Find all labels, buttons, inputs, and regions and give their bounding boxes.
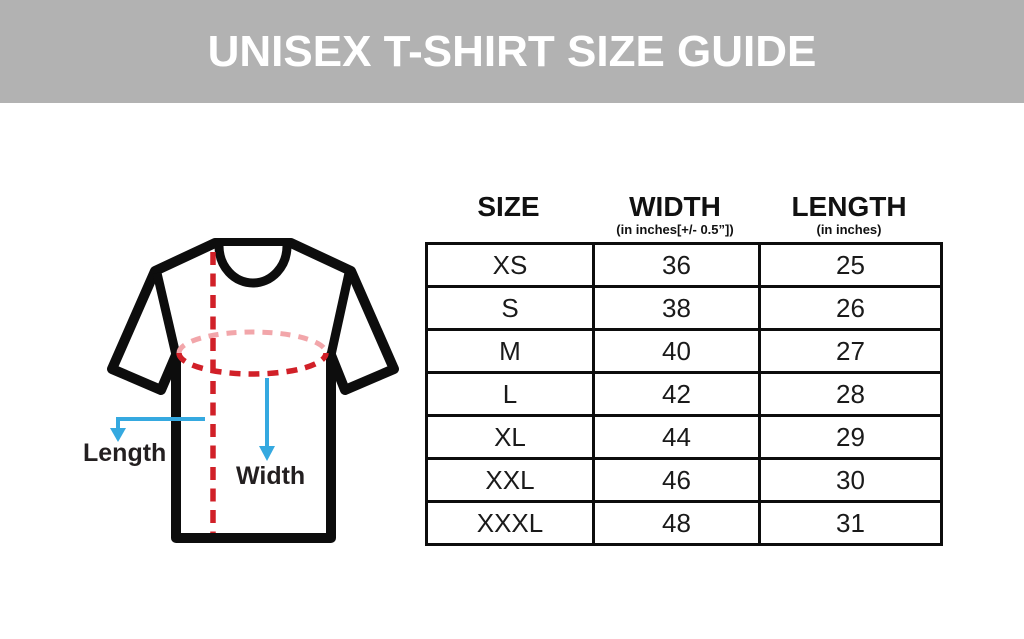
width-label: Width (236, 462, 305, 490)
table-cell-width: 48 (592, 500, 761, 546)
table-cell-length: 31 (758, 500, 943, 546)
column-header-size: SIZE (477, 191, 540, 222)
table-cell-width: 38 (592, 285, 761, 331)
table-cell-width: 46 (592, 457, 761, 503)
column-header-length: LENGTH (in inches) (791, 191, 907, 238)
table-cell-length: 25 (758, 242, 943, 288)
table-cell-width: 44 (592, 414, 761, 460)
table-cell-size: M (425, 328, 595, 374)
chest-ellipse-front (176, 352, 329, 377)
table-cell-length: 30 (758, 457, 943, 503)
size-table: XS 36 25 S 38 26 M 40 27 L 42 28 XL 44 2… (425, 242, 943, 546)
table-cell-width: 40 (592, 328, 761, 374)
table-row: XXL 46 30 (425, 457, 943, 503)
table-cell-width: 42 (592, 371, 761, 417)
page-title: UNISEX T-SHIRT SIZE GUIDE (207, 26, 817, 76)
table-cell-size: XL (425, 414, 595, 460)
table-cell-length: 26 (758, 285, 943, 331)
table-cell-size: XXL (425, 457, 595, 503)
table-cell-size: XXXL (425, 500, 595, 546)
column-header-width: WIDTH (in inches[+/- 0.5”]) (616, 191, 734, 238)
table-row: XL 44 29 (425, 414, 943, 460)
title-banner: UNISEX T-SHIRT SIZE GUIDE (0, 0, 1024, 103)
left-armhole-seam (152, 271, 181, 357)
table-cell-length: 27 (758, 328, 943, 374)
collar-icon (214, 245, 292, 288)
table-row: M 40 27 (425, 328, 943, 374)
table-row: S 38 26 (425, 285, 943, 331)
length-arrow-shaft (116, 417, 205, 430)
table-cell-size: L (425, 371, 595, 417)
length-label: Length (83, 439, 166, 467)
table-cell-length: 29 (758, 414, 943, 460)
table-row: XXXL 48 31 (425, 500, 943, 546)
table-cell-length: 28 (758, 371, 943, 417)
right-armhole-seam (326, 272, 354, 356)
size-table-header: SIZE WIDTH (in inches[+/- 0.5”]) LENGTH … (425, 191, 940, 238)
width-arrowhead-icon (259, 446, 275, 461)
chest-ellipse-back (176, 329, 329, 354)
table-cell-size: XS (425, 242, 595, 288)
table-cell-size: S (425, 285, 595, 331)
table-row: XS 36 25 (425, 242, 943, 288)
tshirt-outline (107, 238, 399, 543)
length-arrowhead-icon (110, 428, 126, 442)
table-cell-width: 36 (592, 242, 761, 288)
table-row: L 42 28 (425, 371, 943, 417)
